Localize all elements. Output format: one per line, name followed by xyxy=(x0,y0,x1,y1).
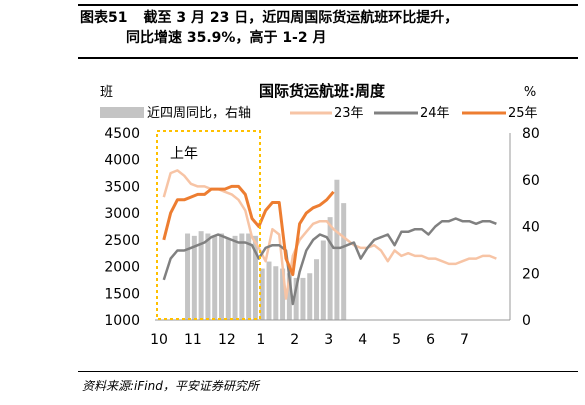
left-axis-tick-label: 1500 xyxy=(104,286,140,302)
x-axis-tick-label: 2 xyxy=(290,332,299,348)
source-note: 资料来源:iFind，平安证券研究所 xyxy=(82,379,259,393)
right-axis-ticks: 0 20 40 60 80 xyxy=(522,126,540,329)
x-axis-tick-label: 7 xyxy=(460,332,469,348)
x-axis-tick-label: 3 xyxy=(324,332,333,348)
yoy-bar xyxy=(185,233,191,320)
legend-label-24: 24年 xyxy=(420,106,450,121)
left-axis-tick-label: 2500 xyxy=(104,233,140,249)
legend-label-bars: 近四周同比，右轴 xyxy=(147,106,251,121)
yoy-bar xyxy=(286,273,292,320)
x-axis-tick-label: 10 xyxy=(150,332,168,348)
left-axis-tick-label: 1000 xyxy=(104,313,140,329)
yoy-bar xyxy=(232,235,238,320)
yoy-bar xyxy=(293,277,299,320)
yoy-bar xyxy=(307,273,313,320)
figure-caption-line1: 截至 3 月 23 日，近四周国际货运航班环比提升， xyxy=(143,10,459,26)
series-line-24 xyxy=(162,217,497,306)
yoy-bar xyxy=(341,203,347,320)
source-rule xyxy=(78,371,578,372)
yoy-bar xyxy=(205,233,211,320)
yoy-bar xyxy=(252,235,258,320)
legend-label-25: 25年 xyxy=(508,106,538,121)
lines-layer xyxy=(162,169,497,306)
header-rule-bottom xyxy=(78,57,578,59)
x-axis-tick-label: 1 xyxy=(256,332,265,348)
figure-caption-line2: 同比增速 35.9%，高于 1-2 月 xyxy=(126,30,327,46)
yoy-bar xyxy=(314,259,320,320)
legend-label-23: 23年 xyxy=(334,106,364,121)
yoy-bar xyxy=(266,261,272,320)
chart-title: 国际货运航班:周度 xyxy=(259,82,386,100)
yoy-bar xyxy=(280,268,286,320)
x-axis-ticks: 10 11 12 1 2 3 4 5 6 7 xyxy=(150,332,469,348)
x-axis-tick-label: 5 xyxy=(392,332,401,348)
right-axis-tick-label: 20 xyxy=(522,266,540,282)
legend: 近四周同比，右轴 23年 24年 25年 xyxy=(100,106,538,121)
right-axis-tick-label: 60 xyxy=(522,173,540,189)
yoy-bar xyxy=(218,233,224,320)
yoy-bar xyxy=(320,240,326,320)
yoy-bar xyxy=(334,179,340,320)
header-rule xyxy=(78,4,578,6)
figure-title: 图表51 截至 3 月 23 日，近四周国际货运航班环比提升， 同比增速 35.9… xyxy=(80,8,580,48)
left-axis-unit: 班 xyxy=(100,85,113,100)
x-axis-tick-label: 12 xyxy=(218,332,236,348)
x-axis-tick-label: 4 xyxy=(358,332,367,348)
yoy-bar xyxy=(300,277,306,320)
yoy-bar xyxy=(327,217,333,320)
yoy-bar xyxy=(273,266,279,320)
left-axis-ticks: 1000 1500 2000 2500 3000 3500 4000 4500 xyxy=(104,126,140,329)
prior-year-annotation: 上年 xyxy=(170,146,198,162)
right-axis-tick-label: 80 xyxy=(522,126,540,142)
yoy-bar xyxy=(259,268,265,320)
yoy-bar xyxy=(198,231,204,320)
left-axis-tick-label: 3000 xyxy=(104,206,140,222)
yoy-bar xyxy=(191,235,197,320)
prior-year-highlight-box xyxy=(156,130,261,320)
right-axis-tick-label: 0 xyxy=(522,313,531,329)
left-axis-tick-label: 4500 xyxy=(104,126,140,142)
yoy-bar xyxy=(239,233,245,320)
left-axis-tick-label: 4000 xyxy=(104,153,140,169)
figure-label: 图表51 xyxy=(80,10,128,26)
x-axis-tick-label: 6 xyxy=(426,332,435,348)
legend-swatch-bars xyxy=(100,107,144,118)
yoy-bar xyxy=(246,233,252,320)
right-axis-tick-label: 40 xyxy=(522,220,540,236)
x-axis-tick-label: 11 xyxy=(184,332,202,348)
series-line-25 xyxy=(162,184,335,277)
left-axis-tick-label: 2000 xyxy=(104,260,140,276)
bars-layer xyxy=(185,179,347,320)
chart: 国际货运航班:周度 班 % 近四周同比，右轴 23年 24年 25年 10001… xyxy=(100,82,540,348)
yoy-bar xyxy=(212,235,218,320)
right-axis-unit: % xyxy=(524,85,536,100)
yoy-bar xyxy=(225,238,231,320)
left-axis-tick-label: 3500 xyxy=(104,179,140,195)
